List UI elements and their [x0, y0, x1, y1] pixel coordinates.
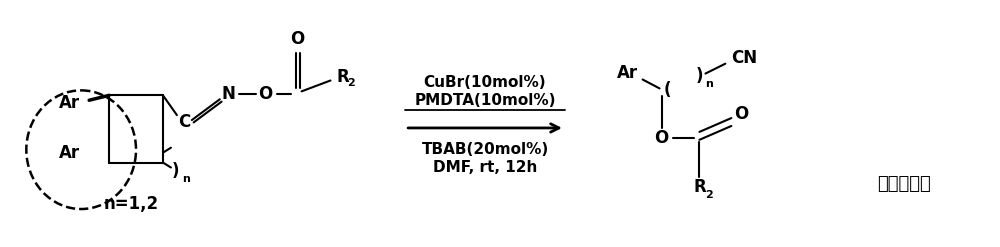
Text: CuBr(10mol%): CuBr(10mol%) [424, 75, 546, 90]
Text: (: ( [664, 81, 671, 99]
Text: ): ) [696, 66, 703, 84]
Text: O: O [734, 105, 748, 123]
Text: n=1,2: n=1,2 [103, 195, 159, 213]
Text: （式一）。: （式一）。 [877, 175, 931, 193]
Text: O: O [259, 85, 273, 103]
Text: Ar: Ar [59, 144, 80, 162]
Text: DMF, rt, 12h: DMF, rt, 12h [433, 160, 537, 175]
Text: ): ) [172, 163, 180, 181]
Text: R: R [693, 178, 706, 196]
Text: O: O [290, 30, 305, 48]
Text: Ar: Ar [617, 63, 638, 82]
Text: R: R [336, 67, 349, 85]
Text: TBAB(20mol%): TBAB(20mol%) [421, 142, 549, 157]
Text: N: N [222, 85, 236, 103]
Text: C: C [178, 113, 190, 131]
Text: PMDTA(10mol%): PMDTA(10mol%) [414, 93, 556, 108]
Text: n: n [182, 174, 190, 184]
Text: 2: 2 [348, 79, 355, 88]
Text: n: n [705, 80, 713, 89]
Text: O: O [654, 129, 669, 147]
Text: CN: CN [731, 49, 757, 67]
Text: Ar: Ar [59, 94, 80, 112]
Text: 2: 2 [706, 190, 713, 200]
